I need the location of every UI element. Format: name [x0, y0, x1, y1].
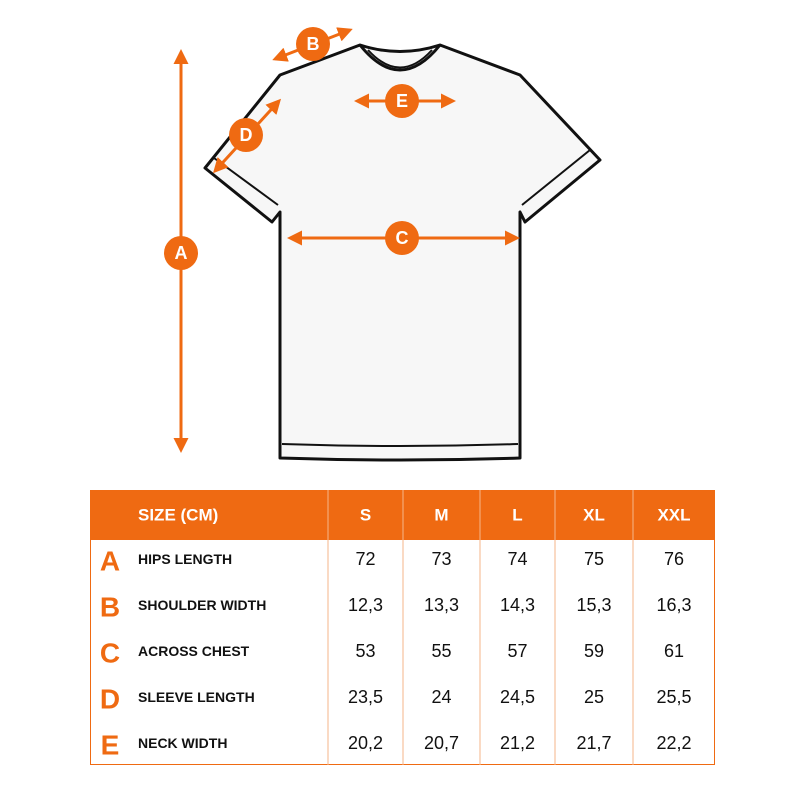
- marker-circle: [296, 27, 330, 61]
- row-letter: D: [100, 684, 120, 715]
- header-cell: XL: [583, 506, 605, 525]
- row-label: SHOULDER WIDTH: [138, 597, 266, 613]
- header-cell: M: [434, 506, 448, 525]
- size-value: 20,2: [348, 733, 383, 753]
- size-value: 59: [584, 641, 604, 661]
- size-value: 14,3: [500, 595, 535, 615]
- size-value: 20,7: [424, 733, 459, 753]
- size-value: 21,7: [576, 733, 611, 753]
- size-value: 15,3: [576, 595, 611, 615]
- row-label: NECK WIDTH: [138, 735, 227, 751]
- size-value: 57: [507, 641, 527, 661]
- row-label: SLEEVE LENGTH: [138, 689, 255, 705]
- size-value: 55: [431, 641, 451, 661]
- size-value: 22,2: [656, 733, 691, 753]
- marker-circle: [385, 221, 419, 255]
- size-value: 72: [355, 549, 375, 569]
- size-value: 73: [431, 549, 451, 569]
- marker-label: C: [396, 228, 409, 248]
- size-value: 25,5: [656, 687, 691, 707]
- header-cell: SIZE (CM): [138, 506, 218, 525]
- size-value: 74: [507, 549, 527, 569]
- size-value: 21,2: [500, 733, 535, 753]
- size-value: 76: [664, 549, 684, 569]
- marker-label: B: [307, 34, 320, 54]
- header-cell: S: [360, 506, 371, 525]
- size-value: 75: [584, 549, 604, 569]
- marker-label: E: [396, 91, 408, 111]
- marker-circle: [164, 236, 198, 270]
- row-label: ACROSS CHEST: [138, 643, 250, 659]
- size-value: 24,5: [500, 687, 535, 707]
- size-value: 25: [584, 687, 604, 707]
- size-value: 61: [664, 641, 684, 661]
- header-cell: XXL: [657, 506, 690, 525]
- row-letter: A: [100, 546, 120, 577]
- marker-circle: [385, 84, 419, 118]
- row-letter: E: [101, 730, 120, 761]
- row-letter: C: [100, 638, 120, 669]
- marker-label: D: [240, 125, 253, 145]
- size-value: 23,5: [348, 687, 383, 707]
- size-value: 12,3: [348, 595, 383, 615]
- size-value: 16,3: [656, 595, 691, 615]
- size-value: 24: [431, 687, 451, 707]
- size-value: 53: [355, 641, 375, 661]
- header-cell: L: [512, 506, 522, 525]
- marker-circle: [229, 118, 263, 152]
- marker-label: A: [175, 243, 188, 263]
- row-letter: B: [100, 592, 120, 623]
- row-label: HIPS LENGTH: [138, 551, 232, 567]
- size-value: 13,3: [424, 595, 459, 615]
